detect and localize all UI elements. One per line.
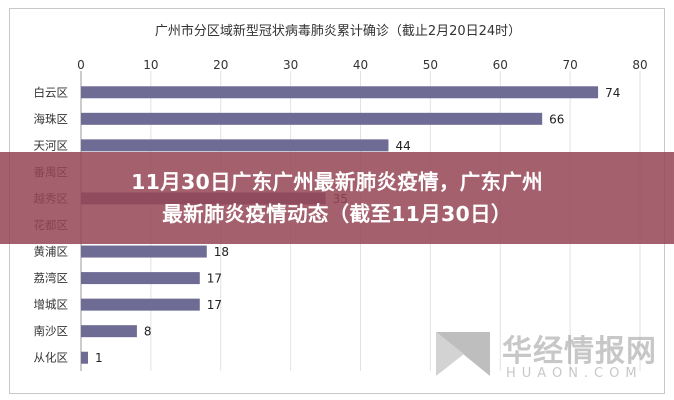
category-label: 海珠区 — [34, 112, 69, 126]
bar — [81, 351, 88, 364]
x-tick-label: 70 — [562, 58, 577, 72]
data-label: 17 — [207, 298, 222, 312]
x-tick-label: 40 — [353, 58, 368, 72]
category-label: 黄浦区 — [34, 245, 69, 259]
data-label: 18 — [214, 245, 229, 259]
x-tick-label: 80 — [632, 58, 647, 72]
category-label: 白云区 — [34, 85, 69, 99]
headline-line-2: 最新肺炎疫情动态（截至11月30日） — [162, 202, 512, 226]
category-label: 天河区 — [34, 138, 69, 152]
category-label: 荔湾区 — [34, 271, 69, 285]
x-tick-label: 50 — [423, 58, 438, 72]
watermark-text-en: HUAON.COM — [506, 366, 643, 381]
watermark-text-cn: 华经情报网 — [502, 334, 657, 369]
data-label: 66 — [549, 112, 564, 126]
data-label: 8 — [144, 325, 152, 339]
bars — [81, 86, 599, 364]
bar — [81, 272, 200, 285]
bar — [81, 139, 389, 152]
data-label: 44 — [395, 139, 410, 153]
x-tick-label: 60 — [493, 58, 508, 72]
x-tick-labels: 0 10 20 30 40 50 60 70 80 — [77, 58, 647, 72]
bar — [81, 325, 137, 338]
watermark: 华经情报网 HUAON.COM — [432, 322, 672, 392]
headline-banner: 11月30日广东广州最新肺炎疫情，广东广州 最新肺炎疫情动态（截至11月30日） — [0, 152, 674, 244]
x-tick-label: 20 — [213, 58, 228, 72]
headline-line-1: 11月30日广东广州最新肺炎疫情，广东广州 — [131, 170, 543, 194]
x-tick-label: 0 — [77, 58, 85, 72]
data-labels: 7466443518171781 — [95, 86, 620, 365]
bar — [81, 86, 599, 99]
bar — [81, 112, 543, 125]
category-label: 南沙区 — [34, 324, 69, 338]
data-label: 1 — [95, 351, 103, 365]
category-label: 从化区 — [34, 351, 69, 365]
x-tick-label: 30 — [283, 58, 298, 72]
data-label: 74 — [605, 86, 620, 100]
bar — [81, 245, 207, 258]
bar — [81, 298, 200, 311]
category-label: 增城区 — [34, 298, 69, 312]
data-label: 17 — [207, 272, 222, 286]
x-tick-label: 10 — [143, 58, 158, 72]
chart-title: 广州市分区域新型冠状病毒肺炎累计确诊（截止2月20日24时） — [155, 23, 521, 39]
huajing-logo-icon — [436, 332, 490, 376]
